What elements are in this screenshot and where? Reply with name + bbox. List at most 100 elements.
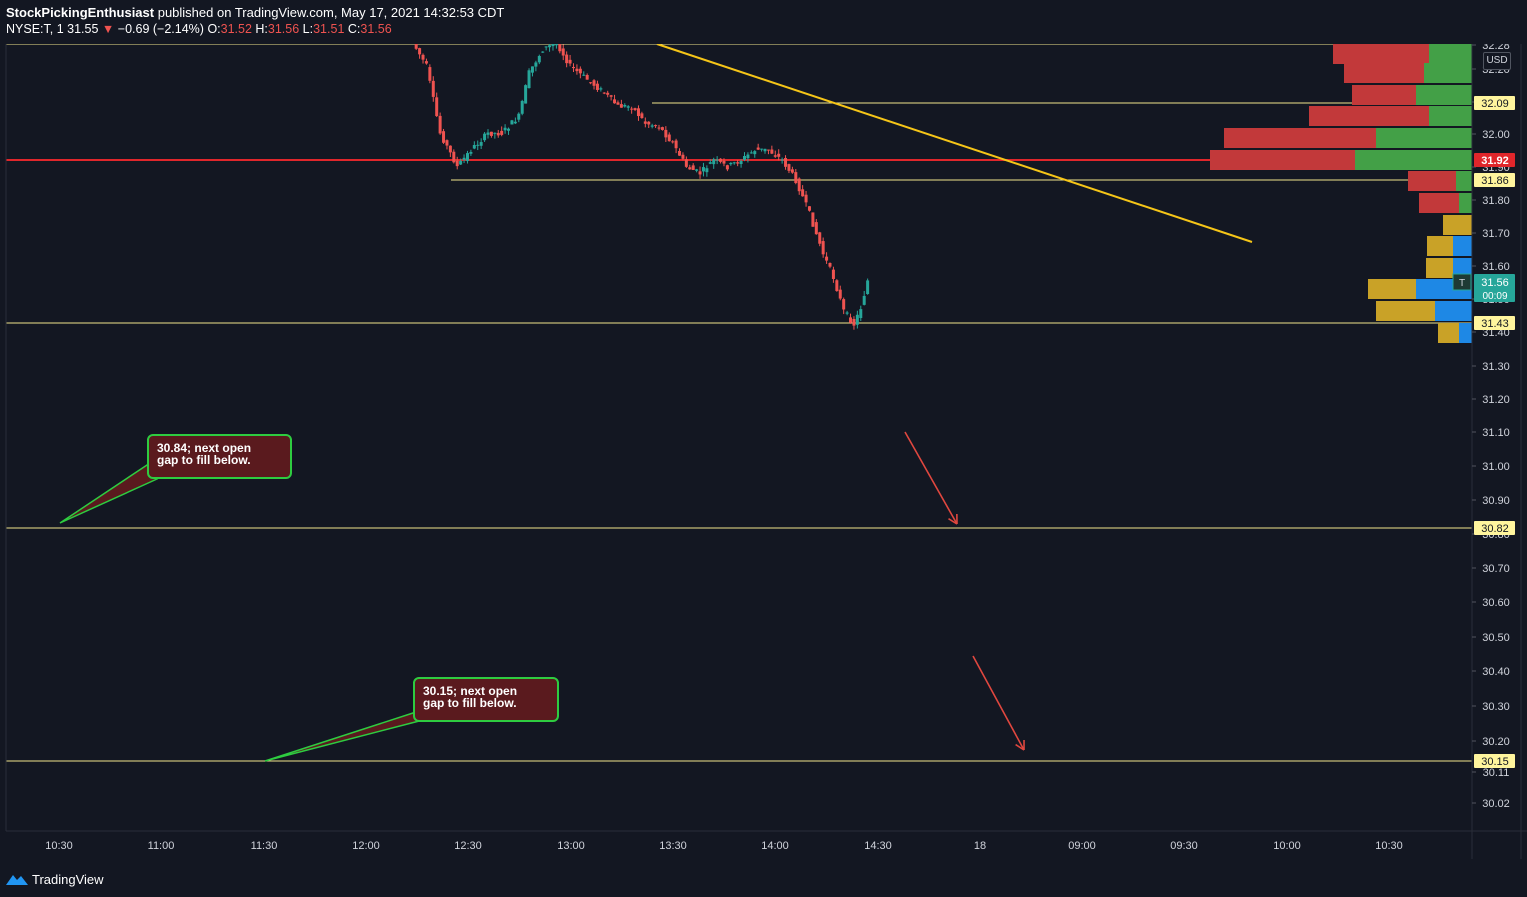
volume-bar-up [1456, 171, 1472, 191]
down-arrow-head [1015, 743, 1025, 751]
current-price-marker-label: T [1459, 278, 1465, 289]
candle-body [825, 256, 829, 261]
candle-body [862, 295, 866, 305]
current-price-value: 31.56 [1481, 277, 1509, 289]
y-tick-label: 31.10 [1482, 427, 1510, 439]
candle-body [572, 66, 575, 69]
candle-body [842, 299, 846, 310]
volume-bar-down [1443, 215, 1472, 235]
candle-body [828, 262, 832, 267]
candle-body [729, 162, 733, 165]
candle-body [476, 144, 480, 146]
callout-pointer [59, 463, 159, 524]
annotation-callout: 30.15; next open gap to fill below. [413, 677, 559, 722]
price-level-tag [1474, 153, 1515, 167]
candle-body [421, 54, 425, 60]
x-tick-label: 11:00 [148, 840, 175, 852]
candle-body [496, 132, 500, 136]
volume-bar-down [1438, 323, 1459, 343]
price-level-tag [1474, 316, 1515, 330]
horizontal-levels [6, 43, 1472, 762]
price-level-tag [1474, 754, 1515, 768]
volume-bar-down [1344, 63, 1424, 83]
volume-bar-down [1210, 150, 1355, 170]
candle-body [719, 158, 723, 162]
price-level-tag-label: 30.82 [1481, 523, 1509, 535]
candle-body [739, 161, 743, 165]
publisher-name[interactable]: StockPickingEnthusiast [6, 5, 155, 20]
candle-body [486, 132, 490, 135]
volume-profile [1210, 44, 1472, 343]
x-tick-label: 13:00 [557, 840, 585, 852]
candle-body [814, 222, 818, 235]
published-text: published on TradingView.com, May 17, 20… [157, 5, 505, 20]
x-tick-label: 18 [974, 840, 986, 852]
candle-body [866, 280, 870, 295]
price-level-tag-label: 31.43 [1481, 318, 1509, 330]
candle-body [592, 80, 596, 86]
candle-body [643, 121, 647, 124]
candle-body [616, 102, 620, 105]
close-value: 31.56 [360, 22, 392, 36]
candle-body [760, 148, 764, 150]
candle-body [565, 54, 569, 64]
x-tick-label: 14:00 [761, 840, 789, 852]
high-value: 31.56 [267, 22, 300, 36]
candle-body [804, 194, 808, 203]
candle-body [465, 153, 469, 162]
y-tick-label: 30.30 [1482, 701, 1510, 713]
candle-body [681, 154, 685, 159]
candle-body [801, 189, 805, 197]
candle-body [678, 150, 682, 156]
down-arrow-icon: ▼ [101, 22, 115, 36]
candle-body [701, 167, 705, 172]
y-tick-label: 30.70 [1482, 563, 1510, 575]
volume-bar-down [1427, 236, 1453, 256]
candle-body [551, 43, 555, 47]
annotation-arrows [59, 431, 1025, 762]
tradingview-logo-icon [6, 875, 28, 885]
symbol[interactable]: NYSE:T, 1 [6, 22, 64, 36]
currency-badge[interactable]: USD [1483, 52, 1511, 70]
volume-bar-up [1459, 323, 1472, 343]
x-tick-label: 14:30 [864, 840, 892, 852]
volume-bar-down [1352, 85, 1416, 105]
price-level-tag-label: 30.15 [1481, 756, 1509, 768]
candle-body [452, 151, 456, 163]
candle-body [784, 158, 788, 167]
candle-body [541, 51, 545, 53]
price-level-tag-label: 31.86 [1481, 175, 1509, 187]
volume-bar-up [1429, 106, 1472, 126]
price-level-labels: 32.09 31.92 31.86 31.43 30.82 30.15 31.56 00:09… [1452, 96, 1515, 768]
candle-body [469, 151, 473, 154]
candle-body [684, 159, 688, 167]
tradingview-logo[interactable]: TradingView [6, 870, 104, 888]
candle-body [715, 159, 719, 161]
candle-body [712, 159, 716, 165]
volume-bar-up [1453, 236, 1472, 256]
candle-body [500, 130, 504, 135]
volume-bar-down [1309, 106, 1429, 126]
candle-body [773, 155, 777, 157]
y-tick-label: 31.80 [1482, 195, 1510, 207]
volume-bar-down [1368, 279, 1416, 299]
candle-body [472, 145, 476, 149]
y-tick-label: 30.40 [1482, 666, 1510, 678]
candle-body [459, 160, 463, 165]
current-price-marker [1452, 273, 1472, 291]
down-arrow [972, 655, 1025, 751]
volume-bar-down [1408, 171, 1456, 191]
candle-body [749, 152, 753, 154]
candle-body [578, 68, 582, 74]
open-label: O: [207, 22, 221, 36]
publish-line: StockPickingEnthusiast published on Trad… [6, 5, 504, 20]
current-price-tag [1474, 274, 1515, 302]
candle-body [705, 168, 709, 173]
candle-body [671, 141, 675, 143]
candle-body [636, 108, 640, 117]
y-tick-label: 30.02 [1482, 798, 1510, 810]
candle-body [585, 74, 589, 80]
candle-body [725, 165, 729, 170]
candle-body [753, 151, 757, 155]
